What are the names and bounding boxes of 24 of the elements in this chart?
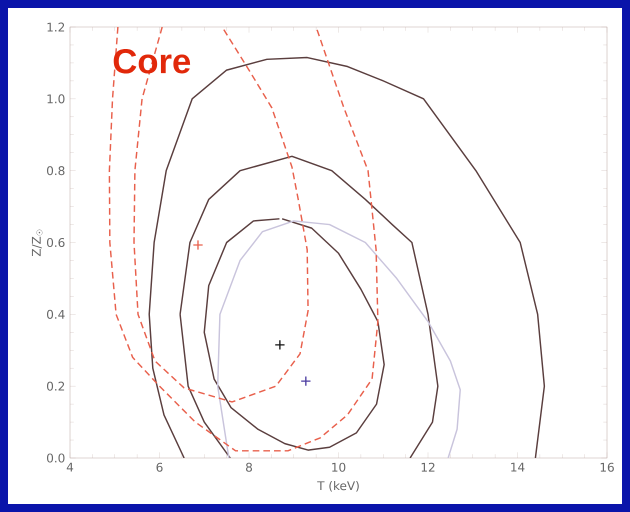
x-tick-label: 8 — [246, 462, 252, 472]
point — [274, 340, 286, 350]
line-series — [216, 220, 461, 458]
line-series — [204, 218, 385, 451]
x-tick-label: 14 — [511, 462, 524, 472]
point — [300, 376, 312, 386]
y-tick-label: 0.4 — [47, 310, 65, 319]
y-tick-label: 0.2 — [47, 382, 64, 391]
x-axis-title: T (keV) — [317, 480, 359, 492]
y-tick-label: 1.2 — [48, 22, 64, 32]
x-tick-label: 16 — [600, 462, 614, 472]
x-tick-label: 12 — [422, 462, 434, 472]
x-tick-label: 10 — [332, 462, 346, 472]
line-series — [108, 27, 379, 452]
y-tick-label: 0.8 — [47, 166, 64, 176]
line-series — [179, 156, 439, 458]
point — [192, 240, 204, 250]
x-tick-label: 4 — [66, 462, 74, 472]
y-axis-title: Z/Z$_{☉}$ — [32, 230, 42, 256]
annotation: Core — [114, 48, 190, 74]
y-tick-label: 0.6 — [47, 238, 65, 248]
y-tick-label: 0.0 — [47, 453, 64, 463]
y-tick-label: 1.0 — [48, 94, 64, 104]
x-tick-label: 6 — [156, 462, 163, 472]
